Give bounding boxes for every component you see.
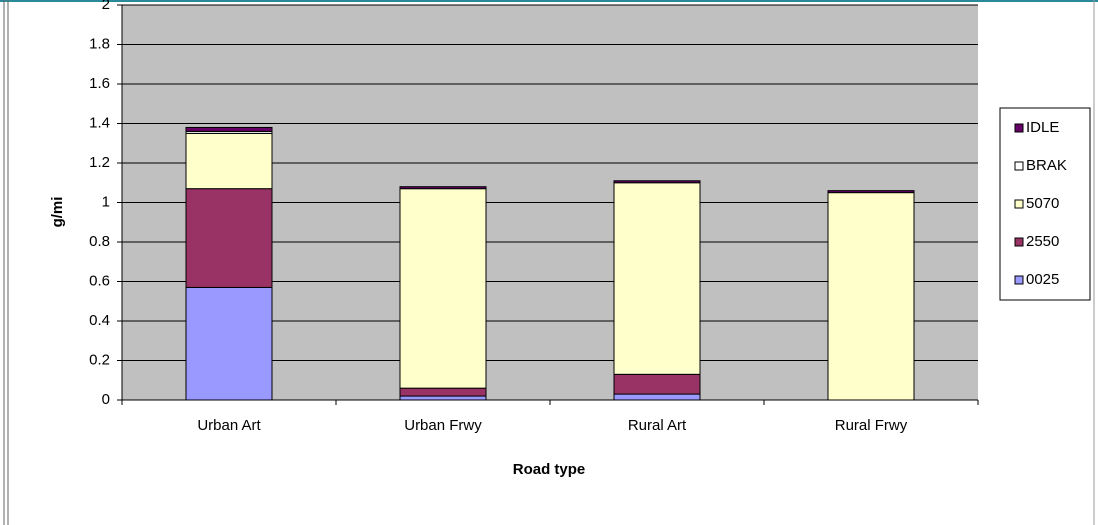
bar-segment [399, 387, 487, 397]
x-tick-label: Urban Art [197, 417, 261, 434]
x-tick-label: Rural Frwy [835, 417, 908, 434]
y-tick-label: 1 [102, 193, 110, 210]
bar-segment [185, 188, 273, 288]
legend-swatch [1014, 123, 1024, 133]
x-tick-label: Rural Art [628, 417, 687, 434]
bar-segment [185, 126, 273, 132]
legend-swatch [1014, 161, 1024, 171]
bar-segment [399, 188, 487, 389]
legend-label: 5070 [1026, 195, 1059, 212]
legend-label: BRAK [1026, 157, 1067, 174]
bar-segment [613, 373, 701, 395]
bar-segment [613, 182, 701, 375]
bar-segment [399, 186, 487, 190]
legend-swatch [1014, 237, 1024, 247]
legend-box [999, 107, 1091, 301]
y-tick-label: 1.8 [89, 35, 110, 52]
bar-segment [613, 180, 701, 184]
bar-segment [827, 192, 915, 401]
y-tick-label: 1.2 [89, 154, 110, 171]
y-axis-title: g/mi [49, 197, 66, 228]
y-tick-label: 0.6 [89, 272, 110, 289]
y-tick-label: 2 [102, 0, 110, 13]
legend-label: IDLE [1026, 119, 1059, 136]
y-tick-label: 0.8 [89, 233, 110, 250]
bar-segment [399, 395, 487, 401]
y-tick-label: 1.6 [89, 75, 110, 92]
bar-segment [185, 286, 273, 401]
bar-segment [613, 393, 701, 401]
y-tick-label: 0.2 [89, 351, 110, 368]
y-tick-label: 1.4 [89, 114, 110, 131]
y-tick-label: 0.4 [89, 312, 110, 329]
x-tick-label: Urban Frwy [404, 417, 482, 434]
x-axis-title: Road type [513, 461, 586, 478]
bar-segment [827, 190, 915, 194]
legend-label: 2550 [1026, 233, 1059, 250]
legend-swatch [1014, 275, 1024, 285]
legend-label: 0025 [1026, 271, 1059, 288]
y-tick-label: 0 [102, 391, 110, 408]
legend-swatch [1014, 199, 1024, 209]
bar-segment [185, 132, 273, 190]
